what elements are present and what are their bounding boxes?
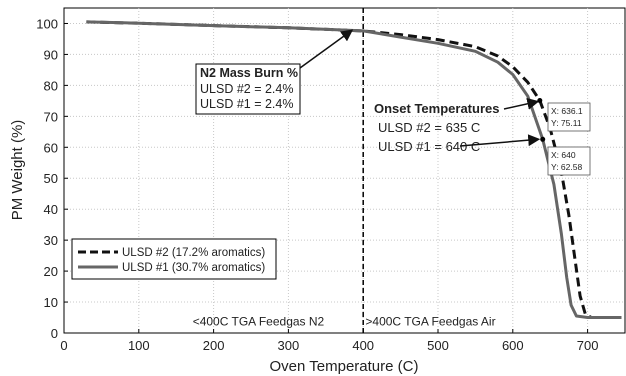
onset-line: ULSD #2 = 635 C (378, 120, 480, 135)
mass-burn-line: ULSD #2 = 2.4% (200, 82, 293, 96)
annotations: N2 Mass Burn % ULSD #2 = 2.4%ULSD #1 = 2.… (195, 29, 591, 176)
datatip-x: X: 636.1 (551, 106, 583, 116)
x-tick-label: 0 (60, 338, 67, 353)
x-tick-label: 500 (427, 338, 449, 353)
mass-burn-arrow (299, 29, 354, 69)
x-tick-label: 300 (278, 338, 300, 353)
plot-area (63, 7, 626, 334)
mass-burn-title: N2 Mass Burn % (200, 66, 298, 80)
x-axis-label: Oven Temperature (C) (270, 358, 419, 375)
series-line-2 (86, 20, 622, 319)
region-labels: <400C TGA Feedgas N2 >400C TGA Feedgas Ai… (193, 315, 496, 329)
region-label: <400C TGA Feedgas N2 (193, 315, 325, 329)
datatip-y: Y: 62.58 (551, 162, 582, 172)
axis-ticks: 0 100 200 300 400 500 600 700 0 10 20 30 40 50 60 70 80 9… (36, 16, 598, 353)
y-tick-label: 60 (44, 140, 58, 155)
y-tick-label: 50 (44, 171, 58, 186)
mass-burn-line: ULSD #1 = 2.4% (200, 97, 293, 111)
datatip-marker (537, 98, 543, 104)
y-tick-label: 0 (51, 326, 58, 341)
x-tick-label: 600 (502, 338, 524, 353)
onset-title: Onset Temperatures (374, 101, 499, 116)
legend-box (71, 238, 277, 280)
datatip-x: X: 640 (551, 150, 576, 160)
y-tick-label: 10 (44, 295, 58, 310)
datatip-marker (540, 136, 546, 142)
datatip-box (547, 146, 591, 176)
legend: ULSD #2 (17.2% aromatics) ULSD #1 (30.7% … (71, 238, 277, 280)
y-tick-label: 40 (44, 202, 58, 217)
mass-burn-box (195, 63, 301, 115)
y-tick-label: 100 (36, 16, 58, 31)
onset-line: ULSD #1 = 640 C (378, 139, 480, 154)
y-tick-label: 90 (44, 47, 58, 62)
x-tick-label: 400 (352, 338, 374, 353)
x-tick-label: 700 (577, 338, 599, 353)
y-axis-label: PM Weight (%) (9, 120, 26, 221)
y-tick-label: 80 (44, 78, 58, 93)
x-tick-label: 200 (203, 338, 225, 353)
datatip-box (547, 102, 591, 132)
y-tick-label: 20 (44, 264, 58, 279)
series-lines (86, 20, 622, 319)
datatip-y: Y: 75.11 (551, 118, 582, 128)
y-tick-label: 30 (44, 233, 58, 248)
onset-arrow-1 (459, 134, 541, 147)
x-tick-label: 100 (128, 338, 150, 353)
legend-label-2: ULSD #1 (30.7% aromatics) (122, 262, 265, 274)
region-label: >400C TGA Feedgas Air (365, 315, 495, 329)
y-tick-label: 70 (44, 109, 58, 124)
onset-arrow-2 (503, 97, 540, 110)
legend-label-1: ULSD #2 (17.2% aromatics) (122, 247, 265, 259)
